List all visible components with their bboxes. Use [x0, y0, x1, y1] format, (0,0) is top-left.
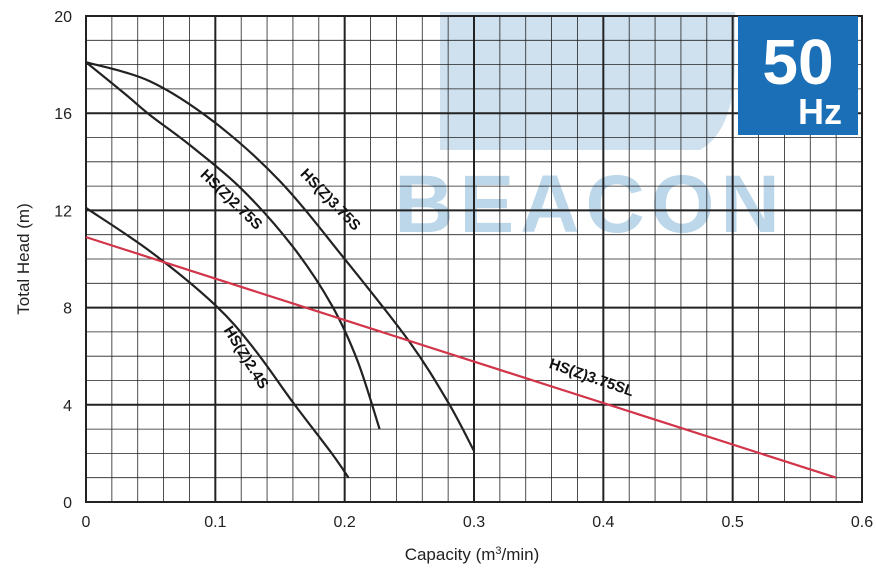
x-tick-label: 0.4 — [592, 514, 614, 531]
frequency-unit: Hz — [798, 91, 842, 132]
x-tick-label: 0.6 — [851, 514, 873, 531]
series-line-hs-z-2-4s — [85, 207, 350, 479]
y-tick-label: 0 — [63, 495, 72, 512]
y-tick-label: 4 — [63, 398, 72, 415]
series-label-hsz-2-75s: HS(Z)2.75S — [197, 166, 266, 233]
frequency-badge-bg — [738, 16, 858, 135]
series-line-hs-z-3-75sl — [85, 236, 837, 479]
series-label-hsz-3-75s: HS(Z)3.75S — [297, 165, 364, 234]
y-tick-label: 16 — [54, 106, 72, 123]
frequency-badge: 50 Hz — [738, 16, 858, 135]
series-label-hsz-2-4s: HS(Z)2.4S — [220, 323, 272, 392]
chart-grid — [85, 15, 863, 503]
x-tick-label: 0 — [82, 514, 91, 531]
y-axis-label: Total Head (m) — [14, 203, 33, 314]
y-tick-label: 20 — [54, 9, 72, 26]
frequency-value: 50 — [762, 26, 833, 98]
x-tick-label: 0.5 — [722, 514, 744, 531]
x-tick-label: 0.2 — [334, 514, 356, 531]
chart-series — [85, 61, 837, 479]
y-tick-label: 12 — [54, 203, 72, 220]
x-tick-label: 0.1 — [204, 514, 226, 531]
beacon-watermark: BEACON — [394, 12, 785, 250]
y-tick-label: 8 — [63, 301, 72, 318]
series-line-hs-z-3-75s — [85, 61, 475, 452]
x-tick-label: 0.3 — [463, 514, 485, 531]
watermark-text: BEACON — [394, 159, 785, 250]
plot-frame — [85, 15, 863, 503]
chart-ticks: 0 0.1 0.2 0.3 0.4 0.5 0.6 0 4 8 12 16 20 — [54, 9, 873, 531]
x-axis-label: Capacity (m3/min) — [405, 545, 540, 564]
watermark-logo-shape — [440, 12, 735, 150]
series-line-hs-z-2-75s — [85, 61, 381, 430]
series-label-hsz-3-75sl: HS(Z)3.75SL — [547, 355, 636, 400]
